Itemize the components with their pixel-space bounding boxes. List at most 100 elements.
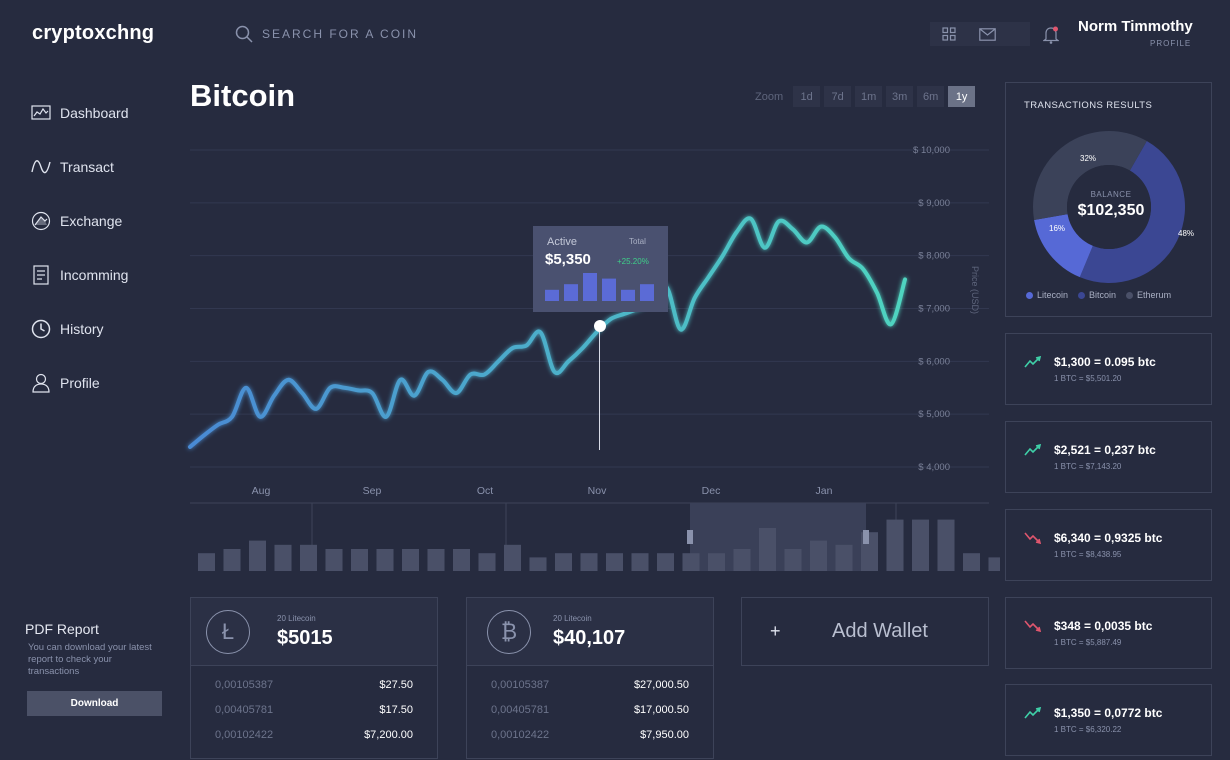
- legend-label: Bitcoin: [1089, 290, 1117, 300]
- slice-label-litecoin: 16%: [1049, 224, 1066, 233]
- volume-bar: [606, 553, 623, 571]
- legend-item-bitcoin: Bitcoin: [1078, 290, 1116, 300]
- grid-icon[interactable]: [930, 22, 968, 46]
- volume-bar: [682, 553, 700, 571]
- table-row: 0,00405781 $17.50: [191, 697, 437, 722]
- x-tick-label: Jan: [816, 485, 833, 497]
- sidebar-nav: Dashboard Transact Exchange Incomming Hi…: [30, 86, 180, 410]
- row-amount: 0,00405781: [491, 703, 550, 716]
- wallet-card-header: ₿ 20 Litecoin $40,107: [467, 598, 713, 666]
- x-tick-label: Dec: [702, 485, 721, 497]
- balance-label: BALANCE: [1090, 190, 1132, 199]
- sidebar-item-dashboard[interactable]: Dashboard: [30, 86, 180, 140]
- add-wallet-button[interactable]: + Add Wallet: [741, 597, 989, 666]
- rate-main: $348 = 0,0035 btc: [1054, 619, 1153, 633]
- row-amount: 0,00105387: [491, 678, 550, 691]
- mail-icon[interactable]: [968, 22, 1006, 46]
- cursor-point[interactable]: [594, 320, 606, 332]
- bell-icon[interactable]: [1040, 24, 1062, 46]
- wallet-card-header: Ł 20 Litecoin $5015: [191, 598, 437, 666]
- wallet-sub: 20 Litecoin: [277, 614, 316, 623]
- search-icon[interactable]: [235, 25, 253, 43]
- zoom-7d-button[interactable]: 7d: [824, 86, 852, 107]
- sidebar-item-incomming[interactable]: Incomming: [30, 248, 180, 302]
- volume-bar: [427, 549, 445, 571]
- volume-bar: [402, 549, 419, 571]
- trend-down-icon: [1024, 620, 1042, 632]
- search-input[interactable]: [262, 22, 512, 46]
- legend-label: Etherum: [1137, 290, 1172, 300]
- volume-bar: [886, 519, 904, 571]
- zoom-6m-button[interactable]: 6m: [917, 86, 945, 107]
- volume-bar: [453, 549, 470, 571]
- y-tick-label: $ 8,000: [918, 251, 950, 262]
- y-tick-label: $ 9,000: [918, 198, 950, 209]
- rate-main: $6,340 = 0,9325 btc: [1054, 531, 1163, 545]
- sidebar-item-exchange[interactable]: Exchange: [30, 194, 180, 248]
- sidebar-item-profile[interactable]: Profile: [30, 356, 180, 410]
- trend-up-icon: [1024, 707, 1042, 719]
- legend-dot: [1078, 292, 1086, 299]
- zoom-1m-button[interactable]: 1m: [855, 86, 883, 107]
- zoom-1d-button[interactable]: 1d: [793, 86, 821, 107]
- donut-slice-etherum[interactable]: [1033, 131, 1147, 220]
- legend-dot: [1026, 292, 1033, 299]
- volume-bar: [835, 544, 853, 571]
- wave-icon: [30, 156, 52, 178]
- y-tick-label: $ 6,000: [918, 356, 950, 367]
- incoming-icon: [30, 264, 52, 286]
- volume-bar: [963, 553, 980, 571]
- sidebar-item-transact[interactable]: Transact: [30, 140, 180, 194]
- zoom-controls: Zoom 1d 7d 1m 3m 6m 1y: [755, 86, 976, 107]
- navigator-left-handle[interactable]: [687, 530, 693, 544]
- table-row: 0,00102422 $7,950.00: [467, 722, 713, 747]
- rate-card[interactable]: $2,521 = 0,237 btc 1 BTC = $7,143.20: [1005, 421, 1212, 493]
- volume-bar: [504, 544, 521, 571]
- legend-item-etherum: Etherum: [1126, 290, 1171, 300]
- sidebar-item-label: Profile: [60, 375, 100, 391]
- sidebar-item-label: Transact: [60, 159, 114, 175]
- trend-line: [1024, 445, 1040, 456]
- row-value: $7,200.00: [364, 728, 413, 741]
- volume-bar: [249, 540, 266, 571]
- brand-logo[interactable]: cryptoxchng: [32, 22, 155, 44]
- table-row: 0,00405781 $17,000.50: [467, 697, 713, 722]
- profile-link[interactable]: PROFILE: [1150, 39, 1192, 48]
- litecoin-icon: Ł: [206, 610, 250, 654]
- wallet-card-litecoin[interactable]: Ł 20 Litecoin $5015 0,00105387 $27.50 0,0…: [190, 597, 438, 759]
- page-title: Bitcoin: [190, 78, 296, 113]
- navigator-right-handle[interactable]: [863, 530, 869, 544]
- transactions-panel: TRANSACTIONS RESULTS BALANCE $102,350 32…: [1005, 82, 1212, 317]
- tooltip-bar-chart: [545, 273, 654, 301]
- wallet-sub: 20 Litecoin: [553, 614, 592, 623]
- volume-bar: [351, 549, 368, 571]
- x-tick-label: Nov: [588, 485, 607, 497]
- x-tick-label: Oct: [477, 485, 493, 497]
- volume-bar: [912, 519, 929, 571]
- volume-bar: [937, 519, 955, 571]
- rate-card[interactable]: $6,340 = 0,9325 btc 1 BTC = $8,438.95: [1005, 509, 1212, 581]
- donut-slice-bitcoin[interactable]: [1079, 141, 1185, 283]
- y-axis-label: Price (USD): [970, 266, 980, 314]
- volume-bar: [325, 549, 343, 571]
- slice-label-etherum: 32%: [1080, 154, 1097, 163]
- sidebar-item-label: Incomming: [60, 267, 129, 283]
- sidebar-item-history[interactable]: History: [30, 302, 180, 356]
- volume-bar: [580, 553, 598, 571]
- zoom-3m-button[interactable]: 3m: [886, 86, 914, 107]
- y-tick-label: $ 4,000: [918, 462, 950, 473]
- volume-bar: [300, 544, 317, 571]
- rate-card[interactable]: $348 = 0,0035 btc 1 BTC = $5,887.49: [1005, 597, 1212, 669]
- download-button[interactable]: Download: [27, 691, 162, 716]
- wallet-card-bitcoin[interactable]: ₿ 20 Litecoin $40,107 0,00105387 $27,000.…: [466, 597, 714, 759]
- volume-bar: [631, 553, 649, 571]
- rate-card[interactable]: $1,350 = 0,0772 btc 1 BTC = $6,320.22: [1005, 684, 1212, 756]
- y-tick-label: $ 7,000: [918, 304, 950, 315]
- donut-slice-litecoin[interactable]: [1034, 214, 1093, 278]
- zoom-1y-button[interactable]: 1y: [948, 86, 976, 107]
- balance-value: $102,350: [1077, 202, 1145, 219]
- dashboard-icon: [30, 102, 52, 124]
- user-name[interactable]: Norm Timmothy: [1078, 18, 1193, 35]
- rate-card[interactable]: $1,300 = 0.095 btc 1 BTC = $5,501.20: [1005, 333, 1212, 405]
- rate-main: $1,300 = 0.095 btc: [1054, 355, 1156, 369]
